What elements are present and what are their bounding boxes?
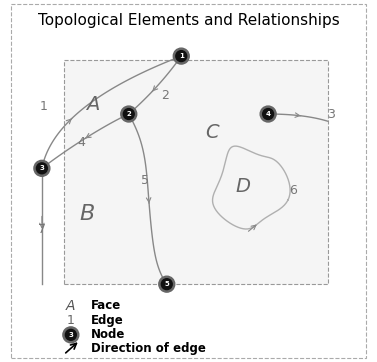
Text: B: B: [80, 203, 95, 224]
Text: 3: 3: [68, 332, 73, 338]
Text: Node: Node: [91, 328, 125, 341]
Text: A: A: [86, 96, 99, 114]
Circle shape: [176, 51, 187, 62]
Text: D: D: [235, 177, 250, 196]
Circle shape: [37, 163, 48, 174]
Text: 4: 4: [266, 111, 271, 117]
Text: 5: 5: [164, 281, 169, 287]
Circle shape: [263, 109, 274, 119]
Circle shape: [161, 279, 172, 290]
Text: A: A: [66, 299, 76, 313]
Text: Topological Elements and Relationships: Topological Elements and Relationships: [38, 13, 339, 28]
Text: 3: 3: [328, 108, 336, 121]
Text: 4: 4: [78, 136, 86, 150]
Text: 2: 2: [126, 111, 131, 117]
Text: 6: 6: [290, 184, 297, 197]
Circle shape: [121, 106, 137, 122]
Text: Face: Face: [91, 299, 121, 312]
Bar: [64, 60, 328, 284]
Circle shape: [34, 160, 50, 176]
Circle shape: [173, 48, 189, 64]
Text: 1: 1: [179, 53, 184, 59]
Text: 7: 7: [38, 223, 46, 236]
Circle shape: [159, 276, 175, 292]
Text: 3: 3: [40, 165, 44, 171]
Text: Direction of edge: Direction of edge: [91, 342, 205, 355]
Circle shape: [66, 329, 76, 340]
Text: 1: 1: [67, 314, 75, 327]
Circle shape: [260, 106, 276, 122]
Text: Edge: Edge: [91, 314, 124, 327]
Text: 5: 5: [141, 174, 149, 188]
Text: 2: 2: [161, 89, 169, 102]
Circle shape: [63, 327, 79, 343]
Text: C: C: [205, 123, 219, 142]
Text: 1: 1: [40, 100, 48, 113]
Circle shape: [123, 109, 134, 119]
